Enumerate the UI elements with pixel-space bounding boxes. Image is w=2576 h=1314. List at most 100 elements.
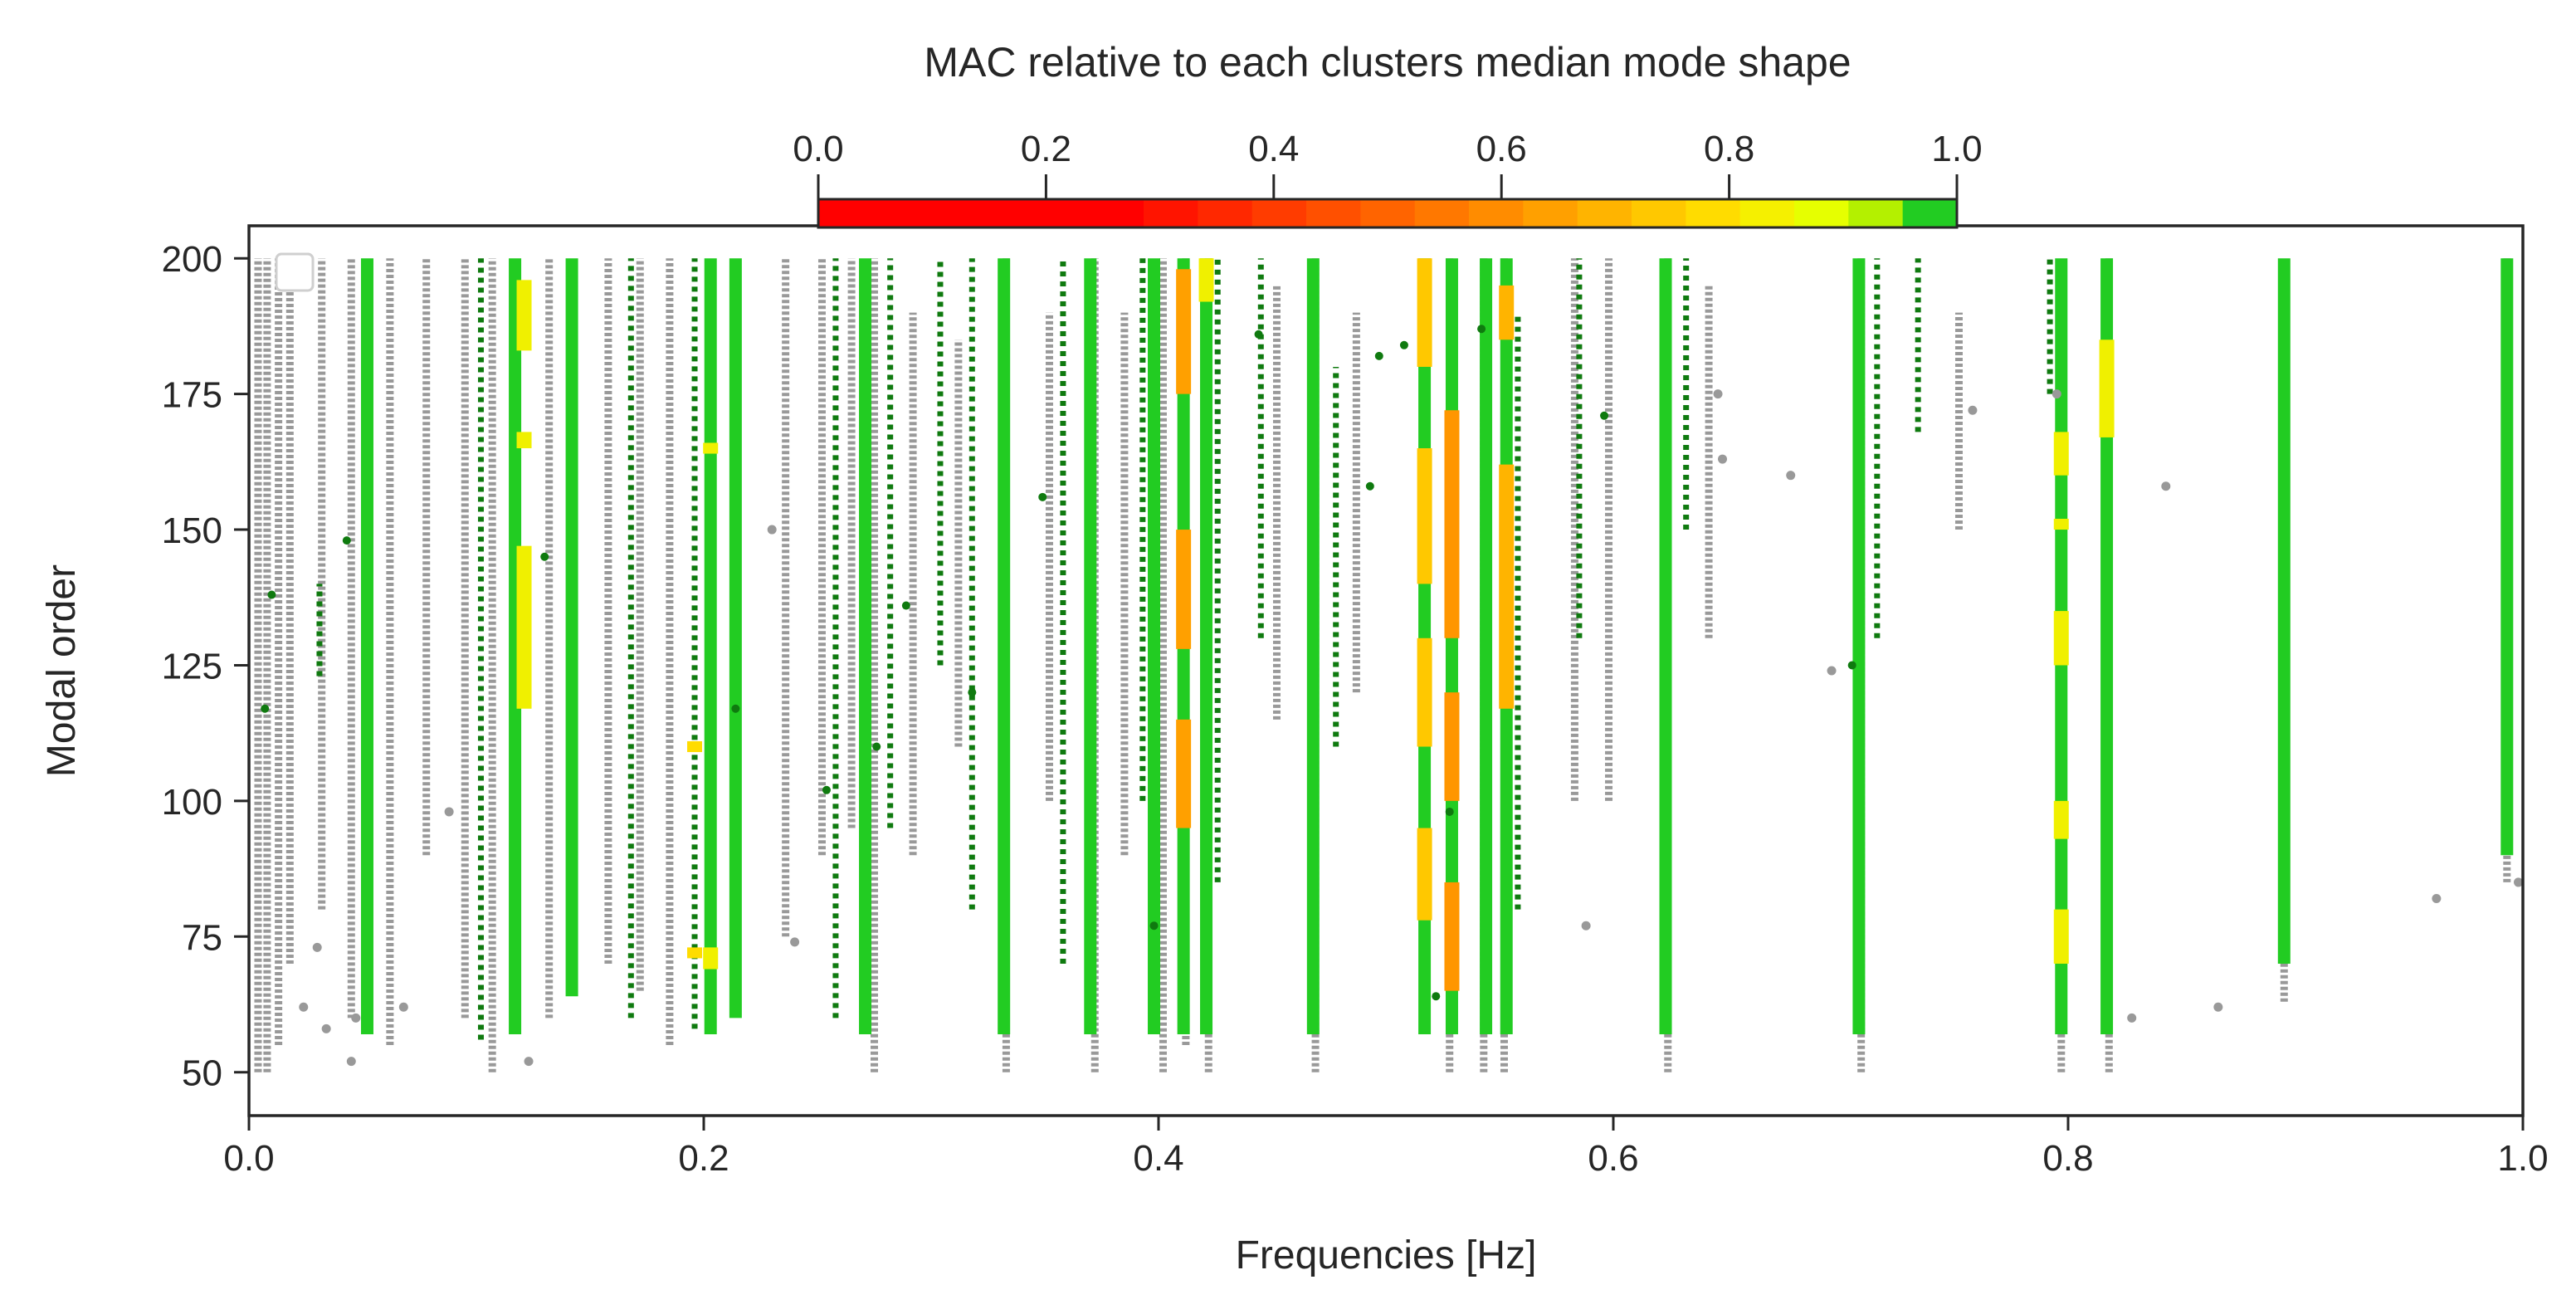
y-tick-label: 175 [162,375,222,416]
mac-segment [1176,530,1192,649]
data-point [2213,1002,2223,1012]
y-axis-ticks: 50 75 100 125 150 175 200 [162,239,249,1094]
mac-segment [1176,719,1192,828]
axes-background [249,226,2523,1116]
y-tick-label: 200 [162,239,222,280]
mac-segment [703,947,719,970]
colorbar-tick-label: 0.8 [1704,129,1754,169]
x-tick-label: 0.8 [2042,1138,2093,1179]
data-point [1038,492,1047,501]
data-point [321,1023,331,1033]
data-point [312,942,322,952]
y-tick-label: 75 [182,917,222,958]
mac-segment [2099,339,2115,437]
colorbar-cells [818,199,1958,227]
mac-segment [2053,611,2069,666]
data-point [1713,389,1723,399]
mac-segment [1176,269,1192,394]
x-axis-label: Frequencies [Hz] [1236,1233,1537,1277]
colorbar-cell [1360,199,1416,227]
colorbar-tick-label: 1.0 [1931,129,1982,169]
colorbar: 0.0 0.2 0.4 0.6 0.8 1.0 MAC relative to each … [793,39,1983,229]
data-point [1581,921,1591,931]
mac-segment [2053,518,2069,530]
colorbar-cell [1848,199,1904,227]
mac-segment [516,432,532,448]
colorbar-cell [1306,199,1361,227]
colorbar-cell [1144,199,1198,227]
data-point [2432,894,2442,904]
mac-segment [1444,882,1460,991]
mac-segment [2053,800,2069,839]
colorbar-ticks: 0.0 0.2 0.4 0.6 0.8 1.0 [793,129,1983,199]
data-point [1477,325,1486,334]
data-point [1254,330,1263,339]
colorbar-cell [981,199,1036,227]
y-tick-label: 150 [162,510,222,551]
colorbar-cell [1035,199,1090,227]
colorbar-cell [1632,199,1686,227]
mac-segment [1417,448,1432,584]
colorbar-cell [818,199,873,227]
data-point [444,807,454,817]
data-point [540,552,549,561]
colorbar-cell [1089,199,1144,227]
data-point [267,590,276,599]
data-point [524,1057,534,1067]
x-tick-label: 0.4 [1133,1138,1183,1179]
mac-segment [1499,285,1515,340]
mac-segment [1444,410,1460,638]
y-tick-label: 125 [162,646,222,686]
data-point [901,601,910,610]
data-point [346,1057,356,1067]
data-point [1600,411,1609,420]
colorbar-cell [1523,199,1578,227]
mac-segment [2053,432,2069,476]
data-point [1827,666,1837,676]
data-point [1399,340,1408,349]
colorbar-cell [1251,199,1307,227]
x-tick-label: 0.2 [678,1138,729,1179]
data-point [731,704,740,713]
data-point [261,704,270,713]
mac-segment [2053,909,2069,964]
data-point [2514,877,2524,887]
data-points [261,325,2524,1067]
colorbar-tick-label: 0.2 [1021,129,1071,169]
colorbar-cell [1577,199,1632,227]
data-point [968,688,977,697]
colorbar-cell [1198,199,1253,227]
data-point [299,1002,309,1012]
colorbar-cell [1469,199,1524,227]
data-point [2127,1013,2137,1023]
data-point [1374,351,1383,360]
data-point [872,742,881,751]
x-tick-label: 0.6 [1588,1138,1638,1179]
colorbar-cell [1902,199,1958,227]
data-point [1365,481,1374,491]
x-tick-label: 0.0 [223,1138,274,1179]
colorbar-cell [1686,199,1741,227]
data-point [1968,405,1978,415]
y-axis-label: Modal order [40,564,84,777]
colorbar-cell [872,199,928,227]
mac-segment [1198,258,1214,302]
data-point [822,785,831,794]
mac-segment [1417,637,1432,747]
mac-segment [703,442,719,454]
colorbar-tick-label: 0.6 [1476,129,1527,169]
data-point [1149,921,1159,931]
colorbar-frame [817,198,1959,229]
x-axis-ticks: 0.0 0.2 0.4 0.6 0.8 1.0 [223,1116,2549,1179]
data-point [342,536,351,545]
data-point [351,1013,361,1023]
mac-segment [1444,692,1460,801]
data-point [398,1002,408,1012]
data-point [1718,454,1728,464]
data-point [1786,471,1796,481]
colorbar-cell [1739,199,1795,227]
data-point [1432,992,1441,1001]
y-tick-label: 100 [162,782,222,823]
data-point [790,937,800,947]
